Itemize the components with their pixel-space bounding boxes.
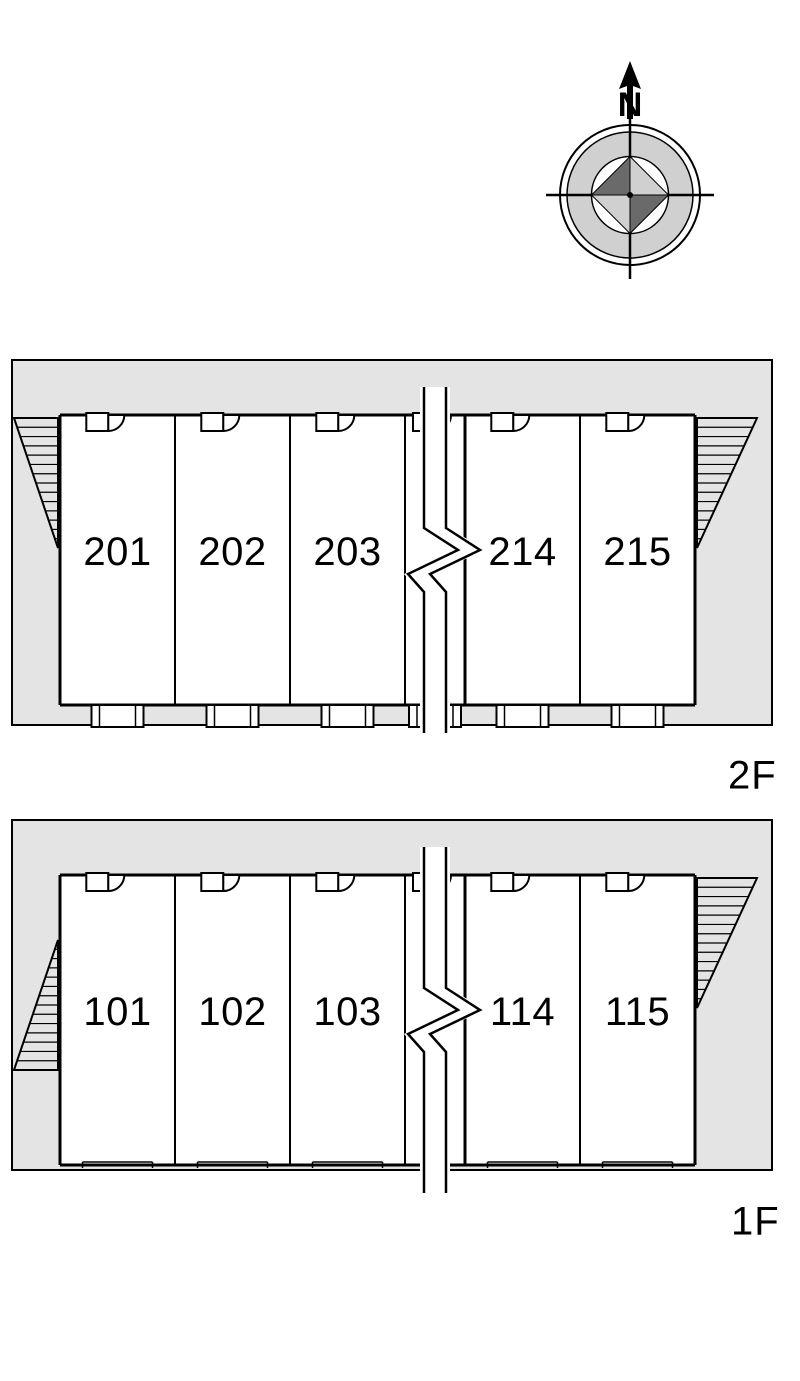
room-203-label: 203 bbox=[313, 530, 381, 574]
floor1-label: 1F bbox=[731, 1200, 780, 1244]
room-201-label: 201 bbox=[83, 530, 151, 574]
balcony-icon bbox=[497, 705, 549, 727]
room-114-label: 114 bbox=[490, 990, 555, 1034]
room-103-label: 103 bbox=[313, 990, 381, 1034]
room-114-door-icon bbox=[491, 873, 529, 891]
compass-icon: N bbox=[546, 61, 714, 279]
room-214-label: 214 bbox=[488, 530, 556, 574]
balcony-icon bbox=[92, 705, 144, 727]
rect bbox=[316, 873, 338, 891]
room-214-door-icon bbox=[491, 413, 529, 431]
room-215-door-icon bbox=[606, 413, 644, 431]
room-115-door-icon bbox=[606, 873, 644, 891]
room-102-label: 102 bbox=[198, 990, 266, 1034]
room-203-door-icon bbox=[316, 413, 354, 431]
room-115-label: 115 bbox=[605, 990, 670, 1034]
rect bbox=[491, 413, 513, 431]
balcony-icon bbox=[612, 705, 664, 727]
room-101-door-icon bbox=[86, 873, 124, 891]
balcony-icon bbox=[322, 705, 374, 727]
rect bbox=[86, 873, 108, 891]
room-102-door-icon bbox=[201, 873, 239, 891]
rect bbox=[606, 873, 628, 891]
floor2-label: 2F bbox=[728, 754, 777, 798]
rect bbox=[86, 413, 108, 431]
rect bbox=[201, 873, 223, 891]
rect bbox=[316, 413, 338, 431]
floor-plan-svg: N 201 202 203 214 215 2F 101 102 103 114 115 1F bbox=[0, 0, 800, 1381]
floor-plan-canvas: N 201 202 203 214 215 2F 101 102 103 114 115 1F bbox=[0, 0, 800, 1381]
balcony-icon bbox=[207, 705, 259, 727]
room-202-label: 202 bbox=[198, 530, 266, 574]
rect bbox=[606, 413, 628, 431]
room-101-label: 101 bbox=[83, 990, 151, 1034]
rect bbox=[201, 413, 223, 431]
room-103-door-icon bbox=[316, 873, 354, 891]
room-202-door-icon bbox=[201, 413, 239, 431]
room-201-door-icon bbox=[86, 413, 124, 431]
rect bbox=[491, 873, 513, 891]
room-215-label: 215 bbox=[603, 530, 671, 574]
